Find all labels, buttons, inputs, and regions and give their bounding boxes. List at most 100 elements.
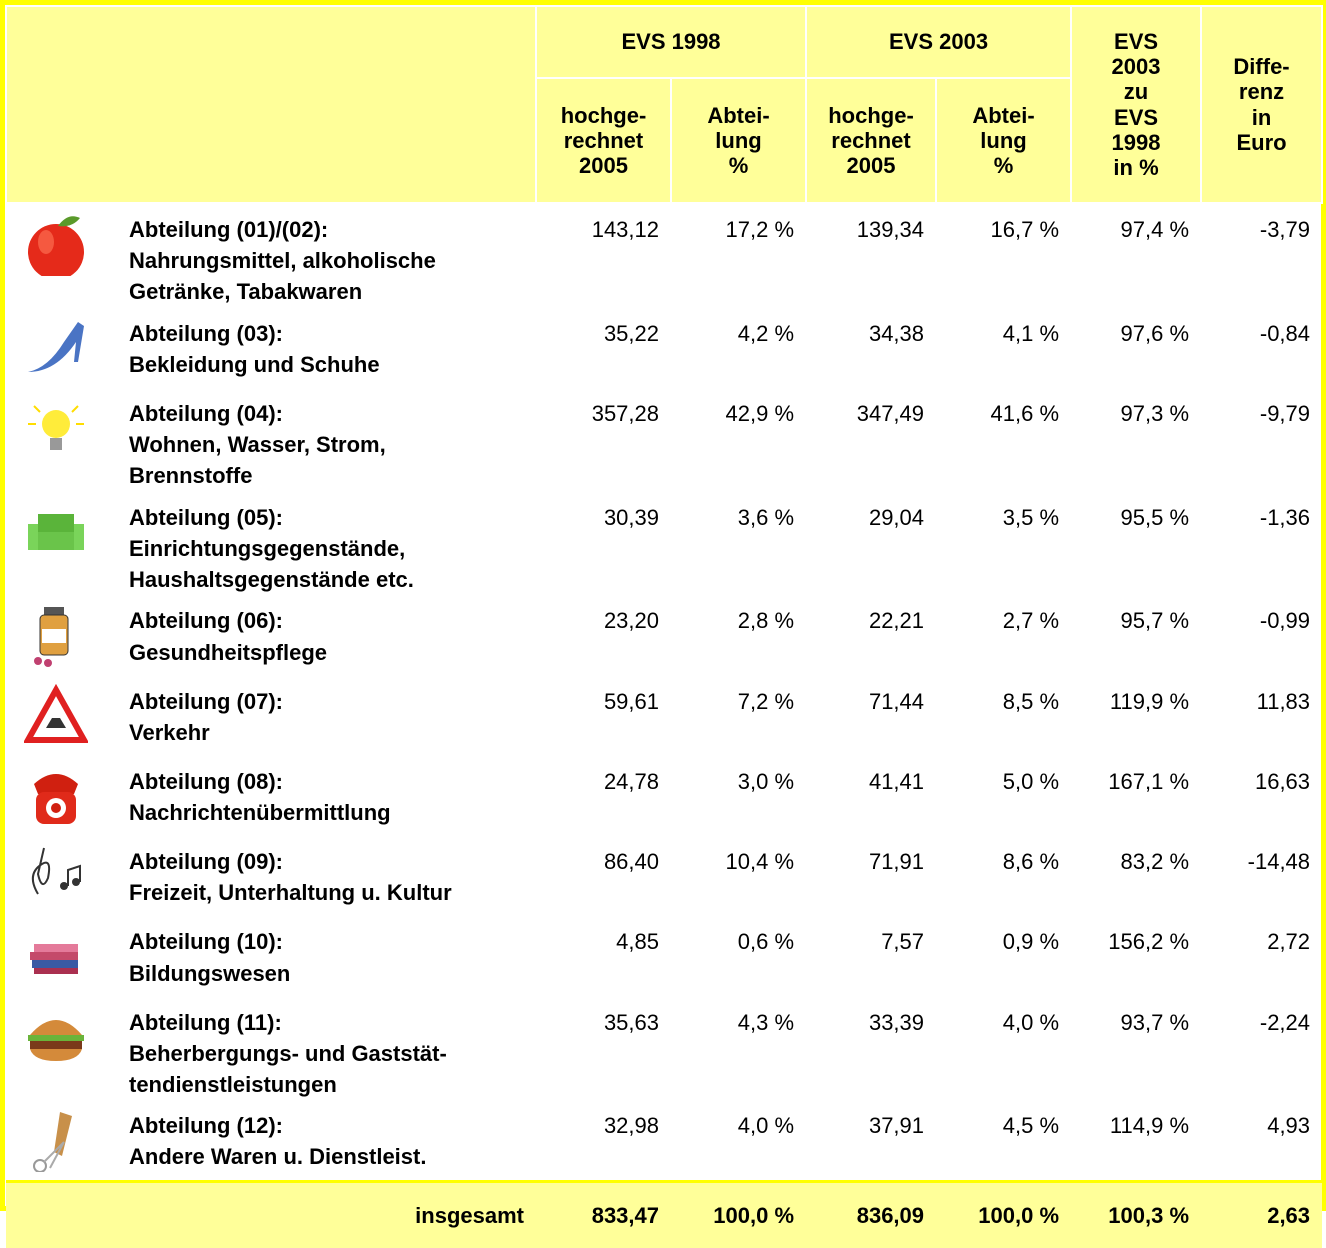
- value-cell: 41,6 %: [936, 388, 1071, 492]
- value-cell: 30,39: [536, 492, 671, 596]
- page: EVS 1998EVS 2003EVS2003zuEVS1998in %Diff…: [0, 0, 1326, 1211]
- text-line: Euro: [1202, 130, 1321, 155]
- value-cell: 93,7 %: [1071, 997, 1201, 1101]
- icon-cell: [6, 756, 121, 836]
- category-icon: [24, 396, 88, 460]
- total-label: insgesamt: [6, 1182, 536, 1248]
- row-label: Abteilung (12):Andere Waren u. Dienstlei…: [121, 1100, 536, 1182]
- value-cell: 119,9 %: [1071, 676, 1201, 756]
- value-cell: 2,7 %: [936, 595, 1071, 675]
- value-cell: 11,83: [1201, 676, 1322, 756]
- total-cell: 2,63: [1201, 1182, 1322, 1248]
- icon-cell: [6, 836, 121, 916]
- value-cell: 95,7 %: [1071, 595, 1201, 675]
- icon-cell: [6, 676, 121, 756]
- total-cell: 836,09: [806, 1182, 936, 1248]
- value-cell: -14,48: [1201, 836, 1322, 916]
- value-cell: 4,0 %: [671, 1100, 806, 1182]
- text-line: 2005: [537, 153, 670, 178]
- value-cell: -0,99: [1201, 595, 1322, 675]
- text-line: rechnet: [537, 128, 670, 153]
- text-line: %: [937, 153, 1070, 178]
- value-cell: 3,0 %: [671, 756, 806, 836]
- value-cell: 37,91: [806, 1100, 936, 1182]
- value-cell: 4,0 %: [936, 997, 1071, 1101]
- row-label: Abteilung (06):Gesundheitspflege: [121, 595, 536, 675]
- text-line: EVS: [1072, 105, 1200, 130]
- header-blank: [6, 6, 536, 203]
- value-cell: 71,91: [806, 836, 936, 916]
- value-cell: -3,79: [1201, 203, 1322, 308]
- text-line: lung: [672, 128, 805, 153]
- text-line: Beherbergungs- und Gaststät-: [129, 1038, 524, 1069]
- category-icon: [24, 844, 88, 908]
- text-line: Abteilung (08):: [129, 766, 524, 797]
- row-label: Abteilung (09):Freizeit, Unterhaltung u.…: [121, 836, 536, 916]
- value-cell: 4,93: [1201, 1100, 1322, 1182]
- value-cell: 97,3 %: [1071, 388, 1201, 492]
- value-cell: 17,2 %: [671, 203, 806, 308]
- value-cell: 95,5 %: [1071, 492, 1201, 596]
- value-cell: 97,4 %: [1071, 203, 1201, 308]
- row-label: Abteilung (11):Beherbergungs- und Gastst…: [121, 997, 536, 1101]
- value-cell: 2,72: [1201, 916, 1322, 996]
- text-line: Abtei-: [937, 103, 1070, 128]
- value-cell: 10,4 %: [671, 836, 806, 916]
- text-line: Abteilung (07):: [129, 686, 524, 717]
- data-row: Abteilung (05):Einrichtungsgegenstände,H…: [6, 492, 1322, 596]
- value-cell: -9,79: [1201, 388, 1322, 492]
- text-line: Haushaltsgegenstände etc.: [129, 564, 524, 595]
- value-cell: 7,2 %: [671, 676, 806, 756]
- icon-cell: [6, 916, 121, 996]
- value-cell: 4,2 %: [671, 308, 806, 388]
- text-line: Abteilung (04):: [129, 398, 524, 429]
- category-icon: [24, 684, 88, 748]
- text-line: lung: [937, 128, 1070, 153]
- value-cell: 32,98: [536, 1100, 671, 1182]
- text-line: Nahrungsmittel, alkoholische: [129, 245, 524, 276]
- value-cell: 34,38: [806, 308, 936, 388]
- value-cell: 7,57: [806, 916, 936, 996]
- data-row: Abteilung (06):Gesundheitspflege23,202,8…: [6, 595, 1322, 675]
- text-line: Brennstoffe: [129, 460, 524, 491]
- text-line: Getränke, Tabakwaren: [129, 276, 524, 307]
- value-cell: 4,1 %: [936, 308, 1071, 388]
- text-line: Abteilung (12):: [129, 1110, 524, 1141]
- text-line: %: [672, 153, 805, 178]
- value-cell: 16,7 %: [936, 203, 1071, 308]
- value-cell: 29,04: [806, 492, 936, 596]
- text-line: Abteilung (06):: [129, 605, 524, 636]
- icon-cell: [6, 388, 121, 492]
- value-cell: 347,49: [806, 388, 936, 492]
- value-cell: -0,84: [1201, 308, 1322, 388]
- value-cell: 24,78: [536, 756, 671, 836]
- group-header: EVS 2003: [806, 6, 1071, 78]
- text-line: Abteilung (05):: [129, 502, 524, 533]
- text-line: Abteilung (10):: [129, 926, 524, 957]
- category-icon: [24, 500, 88, 564]
- text-line: renz: [1202, 79, 1321, 104]
- sub-header: hochge-rechnet2005: [806, 78, 936, 203]
- value-cell: 16,63: [1201, 756, 1322, 836]
- text-line: EVS: [1072, 29, 1200, 54]
- icon-cell: [6, 997, 121, 1101]
- row-label: Abteilung (05):Einrichtungsgegenstände,H…: [121, 492, 536, 596]
- category-icon: [24, 603, 88, 667]
- value-cell: 83,2 %: [1071, 836, 1201, 916]
- text-line: 2003: [1072, 54, 1200, 79]
- category-icon: [24, 1005, 88, 1069]
- icon-cell: [6, 492, 121, 596]
- value-cell: 0,9 %: [936, 916, 1071, 996]
- row-label: Abteilung (10):Bildungswesen: [121, 916, 536, 996]
- value-cell: 33,39: [806, 997, 936, 1101]
- text-line: Einrichtungsgegenstände,: [129, 533, 524, 564]
- icon-cell: [6, 1100, 121, 1182]
- total-cell: 100,0 %: [936, 1182, 1071, 1248]
- text-line: tendienstleistungen: [129, 1069, 524, 1100]
- category-icon: [24, 924, 88, 988]
